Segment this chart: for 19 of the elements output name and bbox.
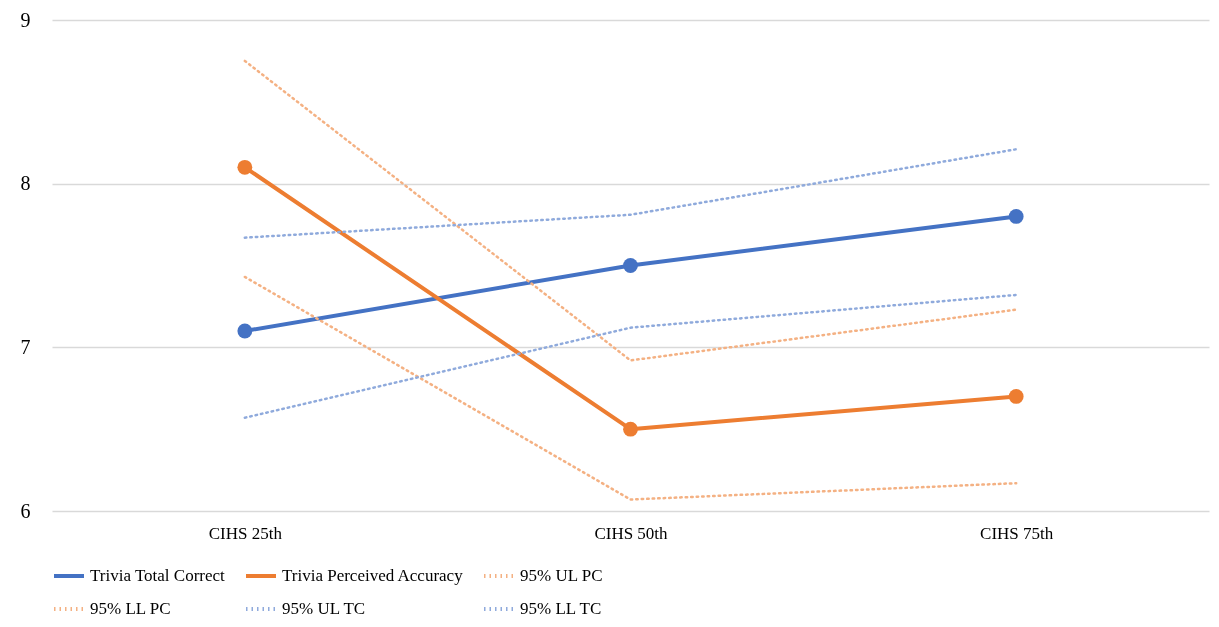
point — [1008, 389, 1024, 404]
x-tick-label: CIHS 50th — [594, 523, 669, 543]
legend-label: Trivia Total Correct — [90, 566, 226, 585]
y-tick-label: 9 — [20, 8, 31, 31]
legend-label: 95% LL PC — [90, 599, 171, 618]
legend-label: 95% LL TC — [520, 599, 602, 618]
x-tick-label: CIHS 25th — [208, 523, 283, 543]
point — [1008, 209, 1024, 224]
x-tick-label: CIHS 75th — [980, 523, 1054, 543]
legend-label: 95% UL PC — [520, 566, 603, 585]
y-tick-label: 8 — [20, 172, 31, 195]
point — [623, 258, 638, 273]
y-tick-label: 7 — [20, 335, 31, 358]
y-tick-label: 6 — [20, 499, 31, 522]
point — [237, 159, 253, 175]
point — [623, 421, 638, 437]
legend-label: 95% UL TC — [282, 599, 366, 618]
point — [237, 323, 253, 339]
legend-label: Trivia Perceived Accuracy — [282, 566, 464, 585]
